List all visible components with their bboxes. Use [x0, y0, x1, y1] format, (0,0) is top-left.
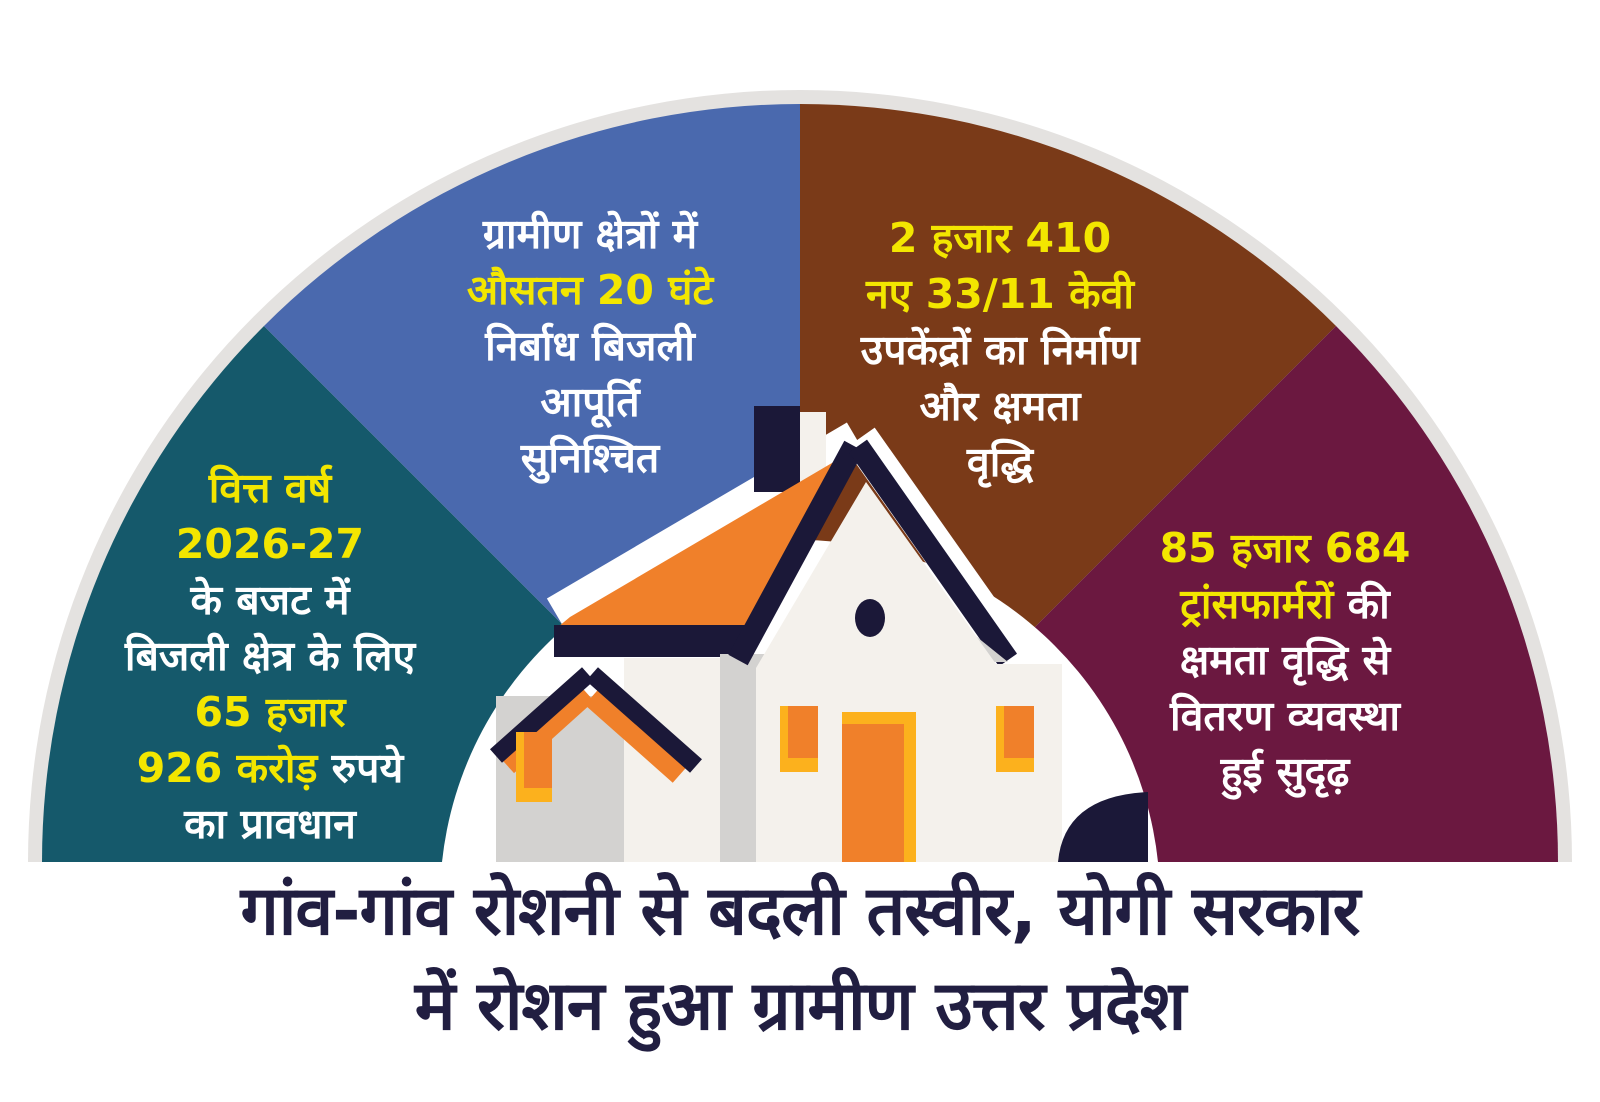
- headline: गांव-गांव रोशनी से बदली तस्वीर, योगी सरक…: [0, 864, 1600, 1054]
- wedge-text-line: 926 करोड़ रुपये: [136, 744, 404, 792]
- annex-window: [524, 732, 552, 788]
- wedge-text-line: 85 हजार 684: [1159, 524, 1411, 572]
- annex-roof-right: [584, 679, 696, 783]
- annex-roof-ridge-right: [586, 667, 702, 773]
- wedge-text-line: 2 हजार 410: [888, 214, 1112, 262]
- window-right: [1004, 706, 1034, 758]
- annex-roof-ridge-left: [490, 667, 594, 763]
- wedge-text-line: वितरण व्यवस्था: [1169, 692, 1400, 740]
- headline-line: में रोशन हुआ ग्रामीण उत्तर प्रदेश: [414, 967, 1187, 1046]
- main-roof: [558, 450, 854, 627]
- wedge-text-line: निर्बाध बिजली: [485, 322, 695, 370]
- bush-silhouette: [1058, 792, 1148, 862]
- roof-fascia: [554, 625, 752, 657]
- wedge-text-line: बिजली क्षेत्र के लिए: [124, 632, 416, 680]
- wedge-text-line: नए 33/11 केवी: [866, 270, 1134, 318]
- wedge-text-budget: वित्त वर्ष 2026-27 के बजट में बिजली क्षेत्र…: [70, 460, 470, 852]
- wedge-text-line: और क्षमता: [919, 382, 1081, 430]
- wedge-text-line: आपूर्ति: [540, 378, 640, 426]
- wedge-text-supply: ग्रामीण क्षेत्रों में औसतन 20 घंटे निर्बाध…: [395, 206, 785, 486]
- wedge-text-line: क्षमता वृद्धि से: [1179, 636, 1391, 684]
- wedge-text-line: 2026-27: [175, 520, 365, 568]
- wedge-text-line: का प्रावधान: [184, 800, 356, 848]
- wedge-text-transformers: 85 हजार 684 ट्रांसफार्मरों की क्षमता वृद्ध…: [1085, 520, 1485, 800]
- window-left: [788, 706, 818, 758]
- wedge-text-substations: 2 हजार 410 नए 33/11 केवी उपकेंद्रों का निर…: [800, 210, 1200, 490]
- wedge-text-line: ट्रांसफार्मरों की: [1180, 580, 1390, 628]
- wedge-text-line: 65 हजार: [194, 688, 346, 736]
- wedge-text-line: सुनिश्चित: [520, 434, 660, 482]
- wedge-text-line: हुई सुदृढ़: [1220, 748, 1350, 796]
- attic-window: [855, 599, 885, 637]
- wedge-text-line: के बजट में: [190, 576, 350, 624]
- headline-line: गांव-गांव रोशनी से बदली तस्वीर, योगी सरक…: [240, 872, 1361, 951]
- house-illustration: [490, 406, 1148, 862]
- door: [842, 724, 904, 862]
- wedge-text-line: वित्त वर्ष: [208, 464, 332, 512]
- front-wall: [756, 482, 1062, 862]
- wedge-text-line: उपकेंद्रों का निर्माण: [860, 326, 1140, 374]
- chimney-icon: [754, 406, 800, 492]
- gable-roof-right-edge: [848, 439, 1018, 667]
- gable-roof-left-edge: [728, 440, 864, 666]
- wedge-text-line: वृद्धि: [966, 438, 1034, 486]
- wedge-text-line: ग्रामीण क्षेत्रों में: [482, 210, 698, 258]
- wedge-text-line: औसतन 20 घंटे: [466, 266, 714, 314]
